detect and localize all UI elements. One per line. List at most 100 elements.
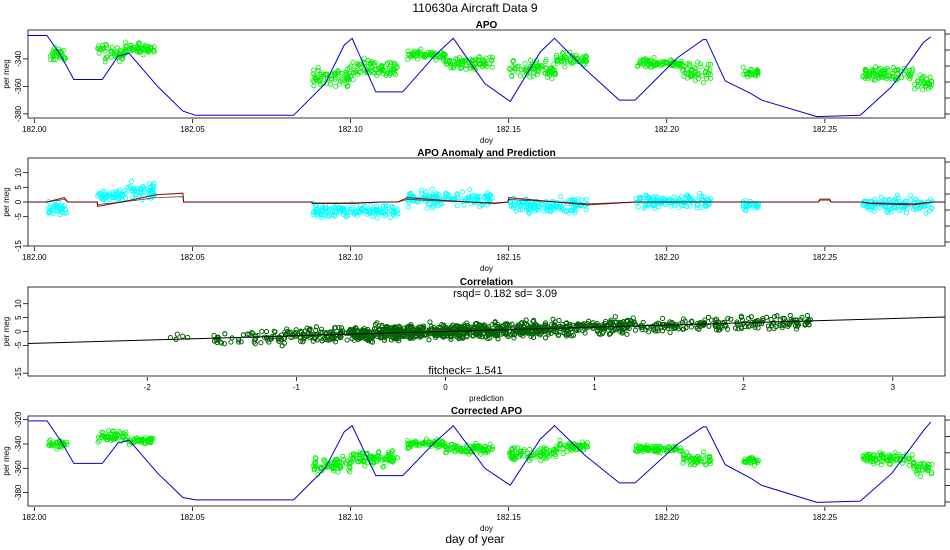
data-point (564, 449, 570, 455)
data-point (394, 455, 400, 461)
data-point (718, 325, 724, 331)
data-point (330, 71, 336, 77)
data-point (895, 70, 901, 76)
data-point (705, 61, 711, 67)
data-point (437, 331, 443, 337)
data-point (368, 333, 374, 339)
data-point (880, 72, 886, 78)
data-point (121, 188, 127, 194)
data-point (418, 190, 424, 196)
data-point (345, 83, 351, 89)
data-point (439, 201, 445, 207)
data-point (804, 312, 810, 318)
data-point (52, 44, 58, 50)
data-point (884, 76, 890, 82)
y-tick-label: -340 (14, 435, 23, 452)
data-point (371, 326, 377, 332)
data-point (733, 325, 739, 331)
data-point (633, 195, 639, 201)
data-point (537, 332, 543, 338)
data-point (597, 332, 603, 338)
data-point (485, 332, 491, 338)
data-point (509, 449, 515, 455)
data-point (481, 444, 487, 450)
data-point (147, 438, 153, 444)
data-point (617, 320, 623, 326)
data-point (924, 76, 930, 82)
data-point (405, 324, 411, 330)
data-point (896, 208, 902, 214)
data-point (338, 325, 344, 331)
data-point (556, 332, 562, 338)
data-point (147, 44, 153, 50)
x-tick-label: -2 (144, 383, 152, 392)
data-point (695, 320, 701, 326)
data-point (426, 337, 432, 343)
data-point (779, 322, 785, 328)
data-point (519, 207, 525, 213)
data-point (49, 209, 55, 215)
data-point (573, 206, 579, 212)
data-point (57, 212, 63, 218)
data-point (368, 203, 374, 209)
data-point (599, 324, 605, 330)
data-point (372, 62, 378, 68)
data-point (340, 453, 346, 459)
data-point (335, 70, 341, 76)
data-point (115, 55, 121, 61)
data-point (397, 333, 403, 339)
data-point (561, 56, 567, 62)
x-tick-label: 182.25 (813, 125, 838, 134)
data-point (901, 204, 907, 210)
data-point (125, 434, 131, 440)
data-point (460, 445, 466, 451)
data-point (535, 67, 541, 73)
data-point (341, 206, 347, 212)
data-point (61, 48, 67, 54)
data-point (253, 333, 259, 339)
data-point (799, 314, 805, 320)
data-point (570, 59, 576, 65)
data-point (53, 439, 59, 445)
data-point (330, 460, 336, 466)
data-point (355, 62, 361, 68)
data-point (872, 196, 878, 202)
data-point (380, 203, 386, 209)
data-point (400, 333, 406, 339)
data-point (865, 204, 871, 210)
data-point (145, 195, 151, 201)
data-point (376, 456, 382, 462)
data-point (510, 58, 516, 64)
data-point (920, 87, 926, 93)
data-point (362, 463, 368, 469)
data-point (554, 203, 560, 209)
data-point (111, 431, 117, 437)
data-point (689, 318, 695, 324)
y-axis-label: per meg (2, 317, 11, 346)
data-point (454, 203, 460, 209)
data-point (542, 70, 548, 76)
data-point (47, 204, 53, 210)
data-point (55, 444, 61, 450)
data-point (314, 337, 320, 343)
data-point (629, 320, 635, 326)
data-point (473, 57, 479, 63)
data-point (381, 463, 387, 469)
data-point (461, 202, 467, 208)
data-point (509, 73, 515, 79)
data-point (117, 51, 123, 57)
data-point (416, 324, 422, 330)
data-point (484, 197, 490, 203)
data-point (868, 204, 874, 210)
data-point (133, 436, 139, 442)
plot-frame (27, 29, 946, 119)
data-point (482, 63, 488, 69)
data-point (411, 48, 417, 54)
data-point (670, 59, 676, 65)
data-point (643, 327, 649, 333)
data-point (707, 200, 713, 206)
x-tick-label: -1 (293, 383, 301, 392)
data-point (794, 323, 800, 329)
data-point (438, 53, 444, 59)
data-point (700, 80, 706, 86)
